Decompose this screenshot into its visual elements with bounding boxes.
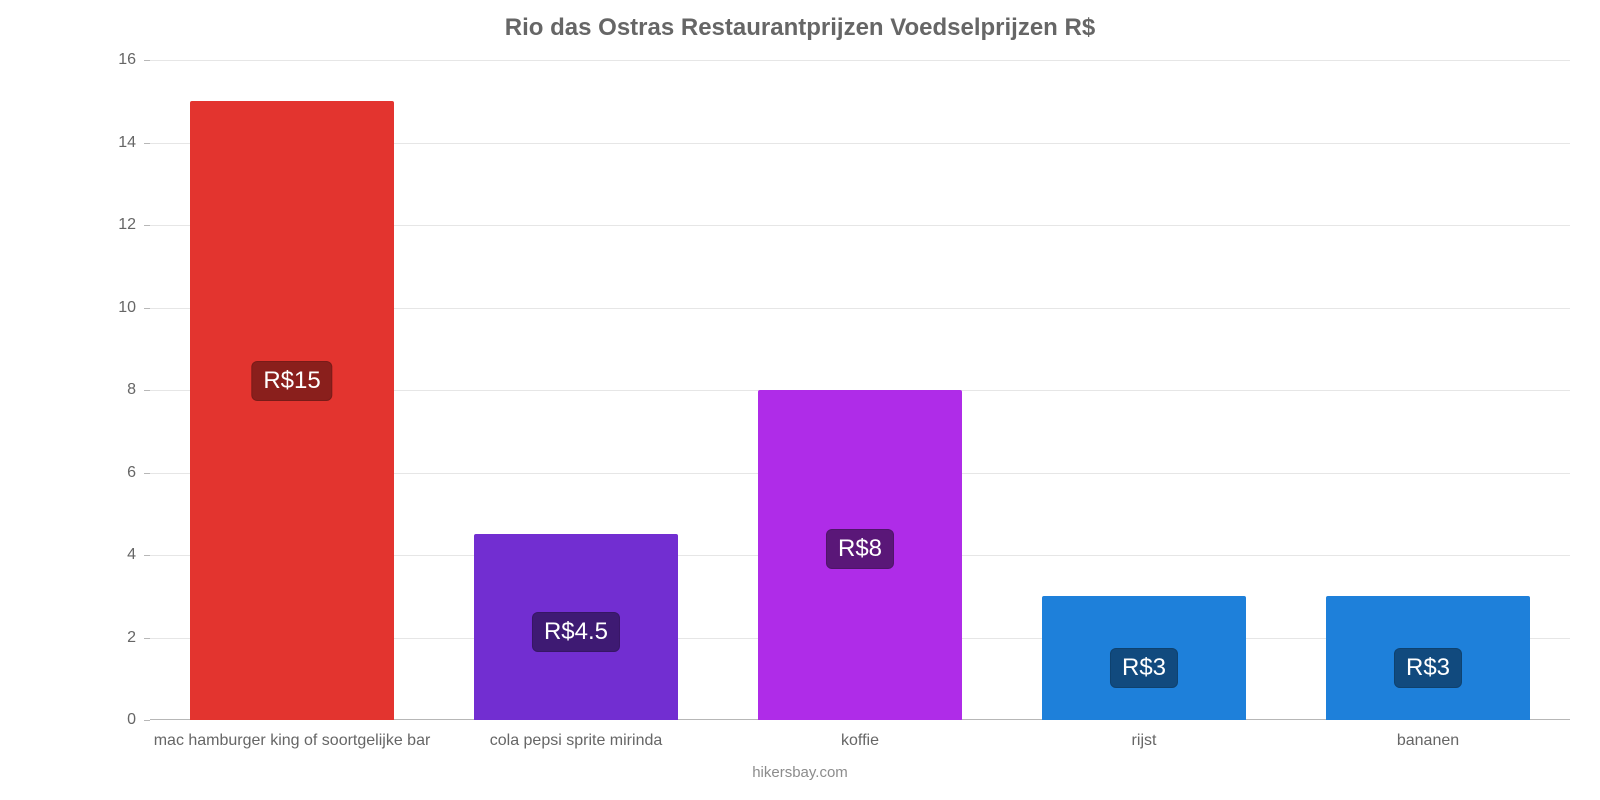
y-tick: [144, 225, 150, 226]
y-tick-label: 8: [0, 381, 136, 399]
y-tick: [144, 638, 150, 639]
y-tick-label: 14: [0, 134, 136, 152]
y-tick-label: 12: [0, 216, 136, 234]
bar-value-badge: R$8: [826, 529, 894, 569]
y-tick-label: 0: [0, 711, 136, 729]
y-tick: [144, 720, 150, 721]
y-tick-label: 4: [0, 546, 136, 564]
bar-value-badge: R$4.5: [532, 612, 620, 652]
bar-value-badge: R$3: [1110, 648, 1178, 688]
x-category-label: cola pepsi sprite mirinda: [490, 732, 663, 750]
y-tick: [144, 473, 150, 474]
y-tick: [144, 308, 150, 309]
x-category-label: bananen: [1397, 732, 1459, 750]
gridline: [150, 60, 1570, 61]
y-tick: [144, 60, 150, 61]
bar: [190, 101, 394, 720]
x-category-label: mac hamburger king of soortgelijke bar: [154, 732, 431, 750]
x-category-label: koffie: [841, 732, 879, 750]
y-tick: [144, 390, 150, 391]
y-tick-label: 2: [0, 629, 136, 647]
y-tick-label: 16: [0, 51, 136, 69]
y-tick-label: 10: [0, 299, 136, 317]
y-tick-label: 6: [0, 464, 136, 482]
bar-value-badge: R$15: [251, 361, 332, 401]
y-tick: [144, 143, 150, 144]
y-tick: [144, 555, 150, 556]
x-category-label: rijst: [1132, 732, 1157, 750]
credit-text: hikersbay.com: [0, 764, 1600, 781]
bar-value-badge: R$3: [1394, 648, 1462, 688]
plot-area: R$15 R$4.5 R$8 R$3 R$3: [150, 60, 1570, 720]
chart-title: Rio das Ostras Restaurantprijzen Voedsel…: [0, 14, 1600, 42]
